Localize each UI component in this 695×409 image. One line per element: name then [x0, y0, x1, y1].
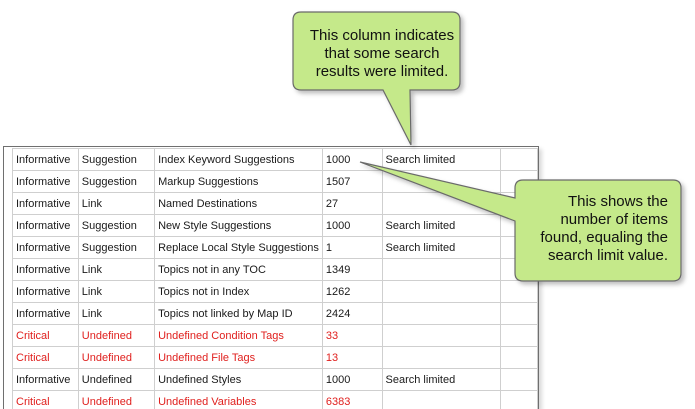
severity-cell: Informative — [13, 237, 79, 259]
severity-cell: Critical — [13, 391, 79, 409]
count-cell: 2424 — [322, 303, 382, 325]
status-cell — [382, 391, 501, 409]
count-cell: 1 — [322, 237, 382, 259]
count-cell: 1000 — [322, 369, 382, 391]
severity-cell: Informative — [13, 281, 79, 303]
type-cell: Undefined — [78, 347, 154, 369]
severity-cell: Informative — [13, 193, 79, 215]
status-cell: Search limited — [382, 237, 501, 259]
type-cell: Suggestion — [78, 149, 154, 171]
status-cell: Search limited — [382, 215, 501, 237]
extra-cell — [501, 369, 538, 391]
extra-cell — [501, 171, 538, 193]
severity-cell: Informative — [13, 171, 79, 193]
item-name-cell: Topics not in Index — [155, 281, 323, 303]
severity-cell: Informative — [13, 369, 79, 391]
item-name-cell: Topics not linked by Map ID — [155, 303, 323, 325]
severity-cell: Informative — [13, 259, 79, 281]
severity-cell: Critical — [13, 325, 79, 347]
type-cell: Undefined — [78, 325, 154, 347]
status-cell — [382, 347, 501, 369]
status-cell — [382, 193, 501, 215]
extra-cell — [501, 391, 538, 409]
item-name-cell: Topics not in any TOC — [155, 259, 323, 281]
type-cell: Undefined — [78, 391, 154, 409]
severity-cell: Informative — [13, 303, 79, 325]
item-name-cell: Markup Suggestions — [155, 171, 323, 193]
count-cell: 1349 — [322, 259, 382, 281]
type-cell: Link — [78, 303, 154, 325]
count-cell: 6383 — [322, 391, 382, 409]
type-cell: Suggestion — [78, 215, 154, 237]
item-name-cell: Undefined Condition Tags — [155, 325, 323, 347]
severity-cell: Critical — [13, 347, 79, 369]
item-name-cell: Index Keyword Suggestions — [155, 149, 323, 171]
count-cell: 1507 — [322, 171, 382, 193]
item-name-cell: Named Destinations — [155, 193, 323, 215]
count-cell: 1262 — [322, 281, 382, 303]
status-cell — [382, 259, 501, 281]
count-cell: 1000 — [322, 149, 382, 171]
type-cell: Link — [78, 193, 154, 215]
item-name-cell: Undefined Variables — [155, 391, 323, 409]
extra-cell — [501, 325, 538, 347]
type-cell: Suggestion — [78, 171, 154, 193]
count-cell: 13 — [322, 347, 382, 369]
status-cell — [382, 303, 501, 325]
status-cell — [382, 325, 501, 347]
count-cell: 33 — [322, 325, 382, 347]
status-cell — [382, 281, 501, 303]
type-cell: Link — [78, 281, 154, 303]
type-cell: Link — [78, 259, 154, 281]
callout-count-column-text: This shows the number of items found, eq… — [518, 193, 668, 265]
item-name-cell: Undefined Styles — [155, 369, 323, 391]
extra-cell — [501, 281, 538, 303]
type-cell: Undefined — [78, 369, 154, 391]
severity-cell: Informative — [13, 215, 79, 237]
item-name-cell: New Style Suggestions — [155, 215, 323, 237]
extra-cell — [501, 303, 538, 325]
severity-cell: Informative — [13, 149, 79, 171]
item-name-cell: Replace Local Style Suggestions — [155, 237, 323, 259]
count-cell: 1000 — [322, 215, 382, 237]
count-cell: 27 — [322, 193, 382, 215]
status-cell: Search limited — [382, 149, 501, 171]
status-cell — [382, 171, 501, 193]
type-cell: Suggestion — [78, 237, 154, 259]
status-cell: Search limited — [382, 369, 501, 391]
item-name-cell: Undefined File Tags — [155, 347, 323, 369]
extra-cell — [501, 149, 538, 171]
extra-cell — [501, 347, 538, 369]
callout-status-column-text: This column indicates that some search r… — [302, 27, 462, 81]
